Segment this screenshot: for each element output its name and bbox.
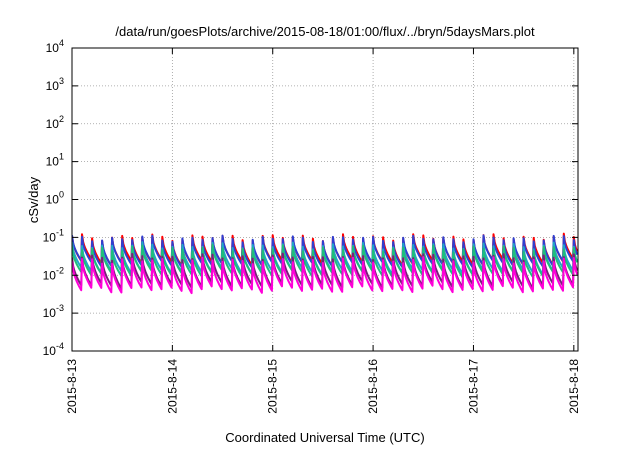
- series-line: [72, 256, 578, 295]
- x-tick-label: 2015-8-16: [366, 359, 380, 414]
- y-tick-label: 103: [46, 76, 64, 93]
- y-tick-label: 10-4: [43, 341, 64, 358]
- y-axis-label: cSv/day: [26, 176, 41, 223]
- x-axis-label: Coordinated Universal Time (UTC): [225, 430, 424, 445]
- x-tick-label: 2015-8-14: [165, 359, 179, 414]
- grid-layer: [72, 48, 578, 351]
- x-tick-label: 2015-8-15: [266, 359, 280, 414]
- x-tick-label: 2015-8-17: [466, 359, 480, 414]
- y-tick-label: 102: [46, 114, 64, 131]
- y-tick-label: 10-3: [43, 303, 64, 320]
- x-tick-label: 2015-8-13: [65, 359, 79, 414]
- axis-layer: 10-4 10-3 10-2 10-1 100 101 102 103 104 2015-8-13…: [43, 38, 581, 414]
- y-tick-label: 100: [46, 190, 64, 207]
- y-tick-label: 104: [46, 38, 64, 55]
- plot-frame: [71, 47, 579, 352]
- y-tick-label: 10-1: [43, 227, 64, 244]
- series-layer: [72, 232, 578, 295]
- y-tick-label: 101: [46, 152, 64, 169]
- x-tick-label: 2015-8-18: [567, 359, 581, 414]
- chart-title: /data/run/goesPlots/archive/2015-08-18/0…: [115, 24, 535, 39]
- y-tick-label: 10-2: [43, 265, 64, 282]
